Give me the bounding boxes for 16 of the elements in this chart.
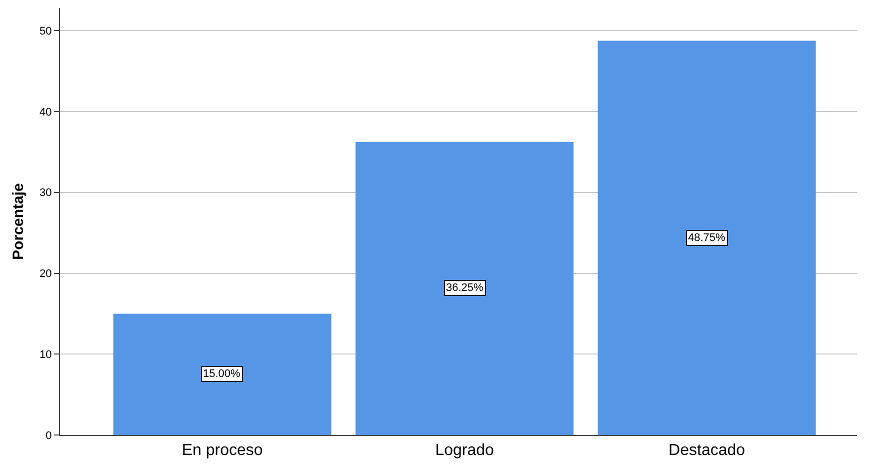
y-tick-label: 40 <box>40 106 52 118</box>
x-tick-label: Logrado <box>435 442 494 460</box>
x-tick-label: En proceso <box>182 442 263 460</box>
y-tick-label: 50 <box>40 25 52 38</box>
y-tick-label: 20 <box>40 268 52 280</box>
y-axis-title: Porcentaje <box>10 183 27 260</box>
y-tick-label: 0 <box>46 430 52 442</box>
data-label: 48.75% <box>688 232 726 244</box>
bar <box>113 314 332 435</box>
y-tick-label: 10 <box>40 348 52 361</box>
bar <box>598 40 816 435</box>
data-label: 15.00% <box>203 368 241 380</box>
x-tick-label: Destacado <box>668 442 746 460</box>
bar <box>356 142 574 435</box>
data-label: 36.25% <box>446 282 484 294</box>
y-tick-label: 30 <box>40 187 52 200</box>
